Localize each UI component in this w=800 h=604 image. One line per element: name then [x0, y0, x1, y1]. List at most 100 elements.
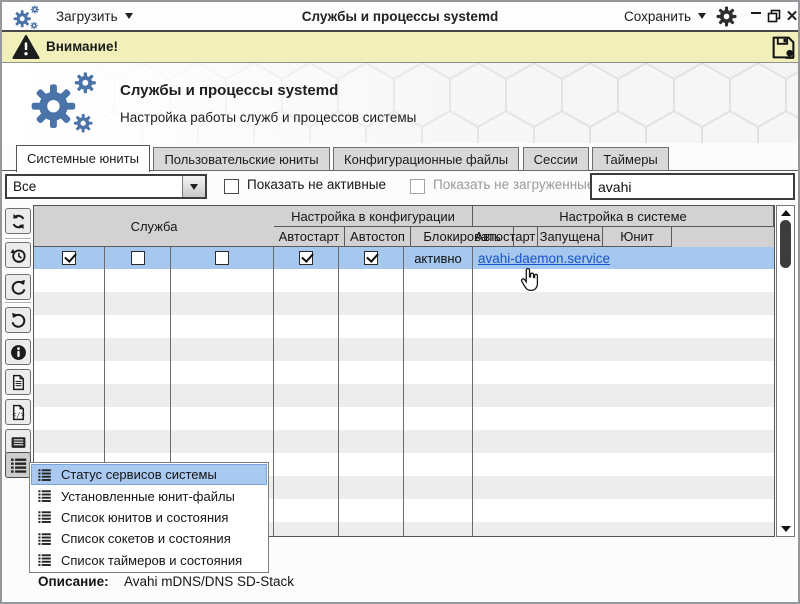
autostart-system-checkbox[interactable]	[299, 251, 313, 265]
column-header-running: Запущена	[538, 227, 603, 247]
save-menu-label: Сохранить	[624, 8, 692, 24]
table-row-empty[interactable]	[34, 269, 774, 292]
group-header-config: Настройка в конфигурации	[274, 206, 473, 227]
column-header-autostart-system: Автостарт	[473, 227, 538, 247]
tab-system-units[interactable]: Системные юниты	[16, 145, 150, 172]
description-value: Avahi mDNS/DNS SD-Stack	[124, 574, 295, 589]
show-unloaded-label: Показать не загруженные	[433, 177, 595, 192]
table-header: Настройка в конфигурации Настройка в сис…	[34, 206, 774, 247]
unit-type-select[interactable]: Все	[5, 174, 207, 199]
running-checkbox[interactable]	[364, 251, 378, 265]
info-icon	[10, 344, 26, 360]
refresh-button[interactable]	[5, 208, 31, 234]
menu-item-sockets-list[interactable]: Список сокетов и состояния	[31, 528, 267, 549]
show-unloaded-checkbox[interactable]	[410, 179, 425, 194]
table-row-empty[interactable]	[34, 292, 774, 315]
table-row-selected[interactable]: активно avahi-daemon.service	[34, 247, 774, 269]
column-header-service: Служба	[34, 206, 274, 247]
minimize-icon	[751, 11, 761, 15]
show-inactive-checkbox[interactable]	[224, 179, 239, 194]
title-bar: Загрузить Службы и процессы systemd Сохр…	[2, 2, 798, 32]
warning-bar: Внимание!	[2, 32, 798, 63]
column-header-autostart-config: Автостарт	[274, 227, 345, 247]
chevron-down-icon	[698, 13, 707, 19]
chevron-down-icon	[190, 183, 198, 190]
list-menu-icon	[10, 458, 26, 473]
close-icon: ✕	[785, 8, 799, 25]
svg-text:</>: </>	[12, 410, 24, 418]
column-header-unit: Юнит	[603, 227, 672, 247]
redo-button[interactable]	[5, 274, 31, 300]
list-menu-icon	[38, 554, 51, 567]
warning-text: Внимание!	[46, 39, 118, 54]
status-lists-menu: Статус сервисов системы Установленные юн…	[29, 462, 269, 573]
menu-item-units-list[interactable]: Список юнитов и состояния	[31, 507, 267, 528]
description-label: Описание:	[38, 574, 109, 589]
menu-item-services-status[interactable]: Статус сервисов системы	[31, 464, 267, 486]
maximize-icon	[767, 9, 781, 23]
document-code-button[interactable]: </>	[5, 399, 31, 425]
select-arrow-button[interactable]	[182, 176, 205, 197]
table-row-empty[interactable]	[34, 361, 774, 384]
app-header: Службы и процессы systemd Настройка рабо…	[2, 63, 798, 143]
show-inactive-label: Показать не активные	[247, 177, 386, 192]
list-menu-icon	[38, 490, 51, 503]
hand-cursor	[520, 268, 539, 292]
vertical-scrollbar[interactable]	[776, 205, 795, 537]
app-gears-logo-icon	[22, 69, 104, 137]
scroll-down-button[interactable]	[777, 523, 794, 535]
scrollbar-thumb[interactable]	[779, 220, 791, 268]
unit-type-select-value: Все	[13, 179, 37, 194]
autostart-config-checkbox[interactable]	[62, 251, 76, 265]
unit-state-cell: активно	[404, 247, 473, 269]
list-menu-icon	[38, 469, 51, 481]
load-menu-label: Загрузить	[56, 8, 118, 24]
list-menu-icon	[38, 511, 51, 524]
page-title: Службы и процессы systemd	[120, 82, 339, 99]
undo-button[interactable]	[5, 307, 31, 333]
menu-item-installed-unit-files[interactable]: Установленные юнит-файлы	[31, 485, 267, 506]
list-view-button[interactable]	[5, 429, 31, 455]
tab-sessions[interactable]: Сессии	[522, 147, 589, 171]
table-row-empty[interactable]	[34, 384, 774, 407]
warning-triangle-icon	[12, 35, 40, 59]
toolbar-separator	[5, 302, 31, 304]
table-row-empty[interactable]	[34, 430, 774, 453]
page-subtitle: Настройка работы служб и процессов систе…	[120, 110, 417, 125]
refresh-icon	[12, 213, 24, 229]
minimize-button[interactable]	[748, 7, 764, 25]
document-icon	[12, 374, 24, 390]
maximize-button[interactable]	[766, 7, 782, 25]
save-menu-button[interactable]: Сохранить	[624, 2, 707, 30]
save-file-icon[interactable]	[770, 34, 797, 61]
menu-item-timers-list[interactable]: Список таймеров и состояния	[31, 550, 267, 571]
table-row-empty[interactable]	[34, 338, 774, 361]
tab-config-files[interactable]: Конфигурационные файлы	[333, 147, 520, 171]
scroll-up-button[interactable]	[777, 207, 794, 219]
service-link[interactable]: avahi-daemon.service	[478, 250, 611, 266]
document-button[interactable]	[5, 369, 31, 395]
column-header-block: Блокировать	[411, 227, 514, 247]
search-input[interactable]	[590, 173, 795, 200]
table-row-empty[interactable]	[34, 315, 774, 338]
tab-bar: Системные юниты Пользовательские юниты К…	[2, 143, 798, 172]
table-row-empty[interactable]	[34, 407, 774, 430]
block-checkbox[interactable]	[215, 251, 229, 265]
document-code-icon: </>	[12, 404, 24, 420]
status-lists-menu-button[interactable]	[5, 452, 31, 478]
header-fade-overlay	[2, 63, 798, 143]
arrow-up-icon	[780, 210, 791, 216]
chevron-down-icon	[124, 13, 133, 19]
tab-user-units[interactable]: Пользовательские юниты	[153, 147, 330, 171]
close-button[interactable]: ✕	[784, 7, 799, 25]
toolbar-separator	[5, 238, 31, 240]
autostop-checkbox[interactable]	[130, 251, 145, 265]
column-header-autostop: Автостоп	[345, 227, 411, 247]
info-button[interactable]	[5, 339, 31, 365]
settings-gear-icon[interactable]	[716, 6, 737, 27]
history-button[interactable]	[5, 242, 31, 268]
history-icon	[9, 248, 26, 263]
load-menu-button[interactable]: Загрузить	[56, 2, 133, 30]
tab-timers[interactable]: Таймеры	[592, 147, 669, 171]
arrow-down-icon	[780, 526, 791, 532]
